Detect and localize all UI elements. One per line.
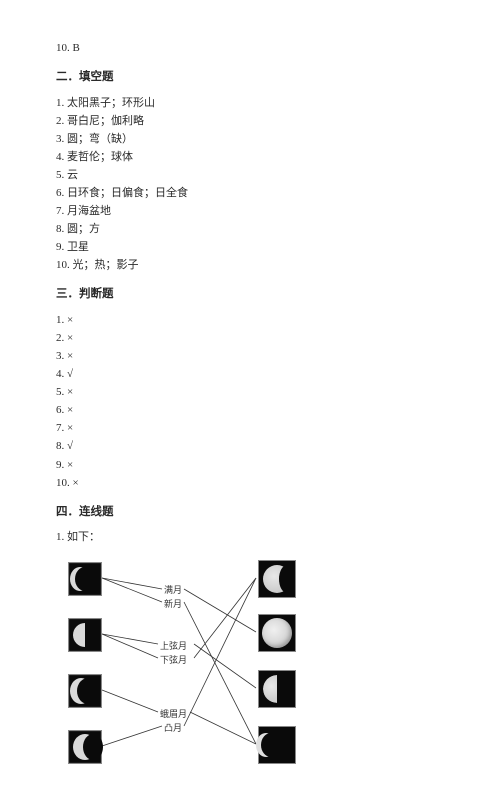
fill-item: 1. 太阳黑子；环形山 <box>56 95 444 112</box>
judge-item: 3. × <box>56 348 444 365</box>
judge-item: 4. √ <box>56 366 444 383</box>
moon-phase-label: 凸月 <box>164 722 182 736</box>
fill-item: 8. 圆；方 <box>56 221 444 238</box>
judge-item: 6. × <box>56 402 444 419</box>
moon-right <box>258 726 296 764</box>
fill-blank-list: 1. 太阳黑子；环形山 2. 哥白尼；伽利略 3. 圆；弯（缺） 4. 麦哲伦；… <box>56 95 444 274</box>
moon-left <box>68 618 102 652</box>
fill-item: 10. 光；热；影子 <box>56 257 444 274</box>
judge-item: 8. √ <box>56 438 444 455</box>
fill-item: 4. 麦哲伦；球体 <box>56 149 444 166</box>
judge-item: 5. × <box>56 384 444 401</box>
moon-right <box>258 670 296 708</box>
moon-phase-label: 蛾眉月 <box>160 708 187 722</box>
fill-item: 2. 哥白尼；伽利略 <box>56 113 444 130</box>
fill-item: 5. 云 <box>56 167 444 184</box>
fill-item: 3. 圆；弯（缺） <box>56 131 444 148</box>
moon-phase-label: 下弦月 <box>160 654 187 668</box>
moon-right <box>258 614 296 652</box>
judge-list: 1. × 2. × 3. × 4. √ 5. × 6. × 7. × 8. √ … <box>56 312 444 491</box>
fill-item: 9. 卫星 <box>56 239 444 256</box>
judge-item: 10. × <box>56 475 444 492</box>
moon-left <box>68 730 102 764</box>
moon-left <box>68 674 102 708</box>
judge-item: 7. × <box>56 420 444 437</box>
judge-item: 1. × <box>56 312 444 329</box>
section-4-title: 四．连线题 <box>56 504 444 522</box>
judge-item: 2. × <box>56 330 444 347</box>
moon-left <box>68 562 102 596</box>
fill-item: 6. 日环食；日偏食；日全食 <box>56 185 444 202</box>
moon-phase-label: 满月 <box>164 584 182 598</box>
matching-diagram: 满月新月上弦月下弦月蛾眉月凸月 <box>60 556 320 776</box>
fill-item: 7. 月海盆地 <box>56 203 444 220</box>
section-2-title: 二．填空题 <box>56 69 444 87</box>
judge-item: 9. × <box>56 457 444 474</box>
match-lead: 1. 如下： <box>56 529 444 546</box>
moon-phase-label: 新月 <box>164 598 182 612</box>
section-3-title: 三．判断题 <box>56 286 444 304</box>
page-root: 10. B 二．填空题 1. 太阳黑子；环形山 2. 哥白尼；伽利略 3. 圆；… <box>0 0 500 796</box>
moon-right <box>258 560 296 598</box>
moon-phase-label: 上弦月 <box>160 640 187 654</box>
prev-answer-10: 10. B <box>56 40 444 57</box>
